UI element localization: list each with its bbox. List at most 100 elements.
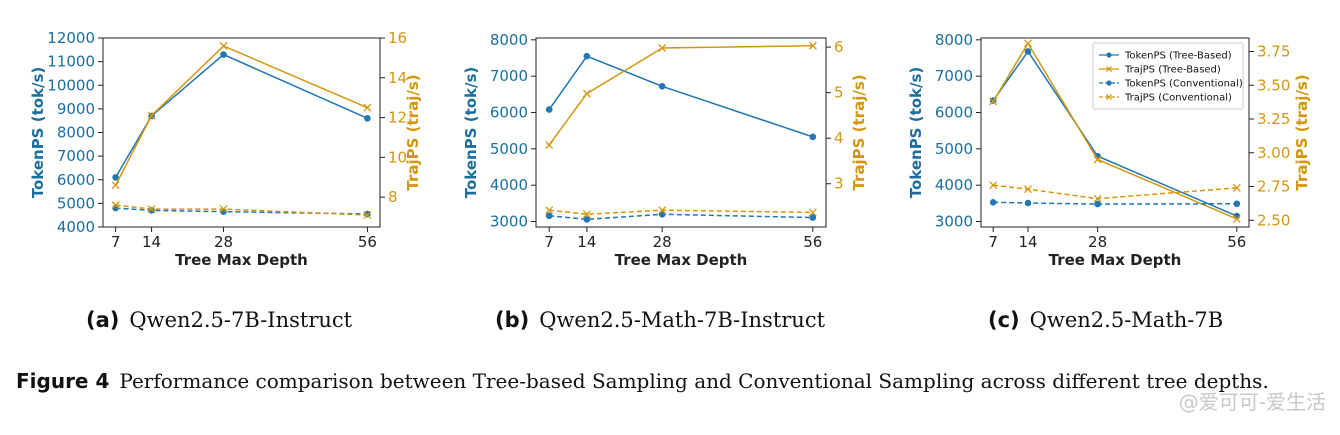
right-axis-title: TrajPS (traj/s) — [1293, 74, 1311, 190]
plot-frame — [102, 37, 381, 228]
right-tick-label: 2.75 — [1257, 178, 1290, 196]
right-tick-label: 2.50 — [1257, 211, 1290, 229]
legend-marker-tokenps-conventional — [1106, 80, 1112, 86]
series-line-tokenps-tree-based — [992, 50, 1238, 217]
point-tokenps-conventional — [1094, 200, 1101, 208]
chart-panel-c: 3000 4000 5000 6000 7000 8000 2.50 2.75 3.00 3.25… — [890, 0, 1340, 290]
figure-caption: Figure 4 Performance comparison between T… — [16, 366, 1326, 396]
chart-c-svg: 3000 4000 5000 6000 7000 8000 2.50 2.75 3.00 3.25… — [907, 31, 1311, 269]
right-tick-label: 6 — [834, 38, 844, 56]
right-tick-label: 10 — [388, 148, 407, 166]
point-trajps-conventional — [111, 201, 120, 210]
right-tick-label: 3.50 — [1257, 76, 1290, 94]
point-trajps-tree-based — [1232, 214, 1241, 223]
left-tick-label: 4000 — [935, 176, 973, 194]
right-tick-label: 4 — [834, 129, 844, 147]
plot-frame — [980, 37, 1250, 228]
point-trajps-tree-based — [582, 89, 591, 98]
point-tokenps-conventional — [989, 198, 997, 206]
right-tick-label: 14 — [388, 69, 407, 87]
legend-box — [1092, 42, 1244, 110]
x-tick-label: 14 — [142, 233, 161, 251]
point-trajps-conventional — [545, 206, 554, 215]
left-axis-title: TokenPS (tok/s) — [462, 67, 480, 199]
point-tokenps-tree-based — [112, 174, 119, 181]
point-tokenps-tree-based — [1024, 48, 1032, 55]
series-line-trajps-tree-based — [114, 45, 368, 186]
x-tick-label: 7 — [111, 233, 121, 251]
left-tick-label: 6000 — [57, 171, 95, 189]
legend-label-trajps-tree-based: TrajPS (Tree-Based) — [1124, 65, 1221, 76]
series-line-trajps-tree-based — [992, 41, 1238, 220]
point-tokenps-conventional — [1024, 199, 1032, 207]
x-tick-label: 56 — [358, 233, 377, 251]
subcaption-c-label: (c) — [988, 308, 1020, 332]
subcaption-b: (b) Qwen2.5-Math-7B-Instruct — [495, 308, 825, 332]
left-tick-label: 5000 — [935, 140, 973, 158]
legend-marker-trajps-conventional — [1105, 93, 1113, 101]
point-trajps-tree-based — [808, 41, 817, 50]
left-tick-label: 6000 — [490, 104, 528, 122]
series-line-trajps-conventional — [549, 209, 813, 216]
left-tick-label: 4000 — [57, 218, 95, 236]
figure-caption-text: Performance comparison between Tree-base… — [119, 369, 1269, 393]
x-axis-title: Tree Max Depth — [1049, 251, 1182, 269]
left-tick-label: 8000 — [57, 124, 95, 142]
x-tick-label: 56 — [1227, 233, 1246, 251]
chart-legend: TokenPS (Tree-Based) TrajPS (Tree-Based) T… — [1092, 42, 1244, 110]
legend-label-trajps-conventional: TrajPS (Conventional) — [1124, 93, 1232, 104]
x-tick-label: 7 — [544, 233, 554, 251]
right-tick-label: 12 — [388, 109, 407, 127]
point-trajps-conventional — [1024, 185, 1032, 194]
left-tick-label: 11000 — [47, 53, 95, 71]
left-tick-label: 8000 — [490, 31, 528, 49]
point-tokenps-conventional — [364, 210, 371, 218]
point-trajps-conventional — [658, 206, 667, 215]
point-trajps-conventional — [808, 208, 817, 217]
series-line-trajps-tree-based — [548, 44, 813, 146]
point-trajps-tree-based — [219, 41, 228, 50]
plot-frame — [535, 37, 827, 228]
subcaption-b-text: Qwen2.5-Math-7B-Instruct — [539, 308, 826, 332]
chart-a-svg: 4000 5000 6000 7000 8000 9000 10000 11000 12000 8… — [29, 29, 422, 269]
legend-label-tokenps-conventional: TokenPS (Conventional) — [1124, 79, 1243, 90]
legend-marker-tokenps-tree-based — [1106, 52, 1112, 58]
left-tick-label: 5000 — [490, 140, 528, 158]
point-tokenps-conventional — [809, 214, 817, 221]
point-trajps-tree-based — [111, 181, 120, 190]
right-tick-label: 3.75 — [1257, 43, 1290, 61]
series-line-tokenps-conventional — [549, 213, 813, 221]
x-tick-label: 28 — [214, 233, 233, 251]
right-tick-label: 3.00 — [1257, 144, 1290, 162]
x-tick-label: 7 — [988, 233, 998, 251]
left-tick-label: 7000 — [490, 67, 528, 85]
left-tick-label: 5000 — [57, 194, 95, 212]
point-tokenps-conventional — [1233, 200, 1241, 208]
series-line-trajps-conventional — [993, 184, 1237, 200]
x-axis-title: Tree Max Depth — [175, 251, 308, 269]
watermark-text: @爱可可-爱生活 — [1178, 390, 1326, 414]
chart-panel-a: 4000 5000 6000 7000 8000 9000 10000 11000 12000 8… — [0, 0, 450, 290]
point-tokenps-tree-based — [545, 106, 553, 113]
left-axis-title: TokenPS (tok/s) — [907, 67, 925, 199]
point-tokenps-conventional — [545, 212, 553, 220]
left-tick-label: 12000 — [47, 29, 95, 47]
left-tick-label: 9000 — [57, 100, 95, 118]
point-tokenps-conventional — [583, 216, 591, 223]
point-trajps-conventional — [363, 211, 372, 220]
legend-marker-trajps-tree-based — [1105, 65, 1113, 73]
series-line-tokenps-tree-based — [114, 53, 368, 178]
left-tick-label: 7000 — [935, 67, 973, 85]
point-trajps-tree-based — [989, 97, 998, 106]
series-line-tokenps-tree-based — [548, 55, 814, 138]
legend-label-tokenps-tree-based: TokenPS (Tree-Based) — [1124, 51, 1232, 62]
point-trajps-conventional — [989, 181, 998, 190]
right-tick-label: 3 — [834, 175, 844, 193]
subcaption-a-text: Qwen2.5-7B-Instruct — [129, 308, 353, 332]
x-axis-title: Tree Max Depth — [615, 251, 748, 269]
left-tick-label: 3000 — [490, 213, 528, 231]
x-tick-label: 14 — [1018, 233, 1037, 251]
right-axis-title: TrajPS (traj/s) — [404, 74, 422, 190]
point-tokenps-tree-based — [364, 115, 371, 122]
